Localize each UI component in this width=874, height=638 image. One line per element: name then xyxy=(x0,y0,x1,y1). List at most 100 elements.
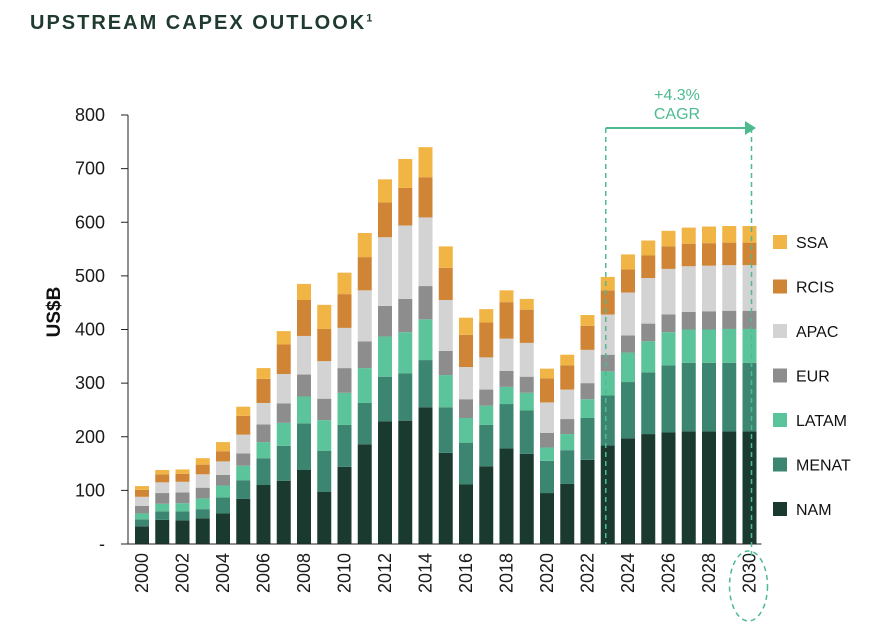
bar-eur-2024 xyxy=(621,335,635,353)
highlight-2030-ellipse xyxy=(728,550,769,622)
bar-rcis-2024 xyxy=(621,269,635,293)
bar-latam-2013 xyxy=(398,332,413,374)
bar-rcis-2001 xyxy=(155,474,170,483)
legend-swatch-nam xyxy=(773,502,787,516)
bar-nam-2018 xyxy=(499,448,514,544)
bar-rcis-2023 xyxy=(600,290,615,315)
bar-apac-2005 xyxy=(236,434,251,454)
x-tick-label: 2016 xyxy=(456,553,476,593)
legend: SSA RCIS APAC EUR LATAM MENAT NAM xyxy=(773,235,851,519)
bar-eur-2001 xyxy=(155,493,170,504)
bar-apac-2017 xyxy=(479,357,494,390)
bar-nam-2025 xyxy=(641,434,656,544)
bar-apac-2026 xyxy=(661,268,676,315)
bar-nam-2011 xyxy=(357,444,372,544)
bar-menat-2000 xyxy=(135,519,149,527)
bar-rcis-2006 xyxy=(256,378,271,403)
bar-ssa-2005 xyxy=(236,406,251,416)
bar-stack-2012 xyxy=(378,179,392,544)
x-tick-label: 2018 xyxy=(497,553,517,593)
bar-ssa-2002 xyxy=(175,469,190,474)
bar-menat-2030 xyxy=(742,362,757,432)
bar-stack-2027 xyxy=(681,227,696,544)
bar-menat-2015 xyxy=(438,407,453,453)
bar-nam-2024 xyxy=(621,438,635,544)
bar-eur-2023 xyxy=(600,354,615,372)
bar-menat-2028 xyxy=(702,362,716,432)
bar-nam-2004 xyxy=(216,513,230,544)
bar-ssa-2001 xyxy=(155,469,170,475)
bar-ssa-2029 xyxy=(722,226,737,243)
bar-eur-2019 xyxy=(519,376,534,393)
bar-rcis-2026 xyxy=(661,246,676,269)
bar-nam-2023 xyxy=(600,445,615,544)
legend-label-latam: LATAM xyxy=(796,413,847,430)
bar-ssa-2007 xyxy=(276,331,291,345)
bar-stack-2005 xyxy=(236,406,251,544)
bar-nam-2029 xyxy=(722,431,737,544)
bar-nam-2009 xyxy=(317,491,332,544)
bar-stack-2017 xyxy=(479,309,494,544)
bar-latam-2023 xyxy=(600,371,615,396)
bar-eur-2018 xyxy=(499,370,514,387)
x-tick-label: 2004 xyxy=(213,553,233,593)
bar-stack-2009 xyxy=(317,304,332,544)
bar-nam-2026 xyxy=(661,432,676,544)
bar-stack-2025 xyxy=(641,240,656,544)
bar-apac-2001 xyxy=(155,482,170,494)
bar-eur-2029 xyxy=(722,310,737,329)
bar-eur-2027 xyxy=(681,311,696,330)
legend-swatch-menat xyxy=(773,457,787,472)
bar-latam-2026 xyxy=(661,332,676,366)
legend-swatch-ssa xyxy=(773,235,787,249)
bar-apac-2030 xyxy=(742,265,757,311)
bar-apac-2007 xyxy=(276,374,291,404)
y-axis: - 100 200 300 400 500 600 700 800 US$B xyxy=(44,105,129,554)
chart-title: UPSTREAM CAPEX OUTLOOK1 xyxy=(30,12,372,35)
bar-rcis-2016 xyxy=(459,334,473,368)
bar-eur-2004 xyxy=(216,474,230,486)
bar-eur-2012 xyxy=(378,305,392,337)
bar-ssa-2019 xyxy=(519,298,534,310)
bar-rcis-2029 xyxy=(722,242,737,266)
bar-rcis-2025 xyxy=(641,255,656,279)
bar-latam-2015 xyxy=(438,375,453,408)
bar-apac-2009 xyxy=(317,361,332,399)
bar-stack-2026 xyxy=(661,230,676,544)
legend-label-ssa: SSA xyxy=(796,235,828,252)
bar-ssa-2006 xyxy=(256,368,271,379)
bar-nam-2017 xyxy=(479,466,494,544)
bar-eur-2015 xyxy=(438,350,453,376)
bar-nam-2001 xyxy=(155,519,170,544)
bar-stack-2016 xyxy=(459,317,473,544)
bar-ssa-2017 xyxy=(479,309,494,323)
bar-apac-2002 xyxy=(175,481,190,493)
bar-apac-2010 xyxy=(337,327,352,369)
legend-label-nam: NAM xyxy=(796,502,832,519)
bar-latam-2011 xyxy=(357,368,372,403)
bar-apac-2006 xyxy=(256,402,271,425)
bar-menat-2019 xyxy=(519,410,534,454)
legend-swatch-apac xyxy=(773,324,787,338)
bar-apac-2028 xyxy=(702,265,716,312)
legend-swatch-rcis xyxy=(773,279,787,294)
bar-eur-2021 xyxy=(560,419,575,435)
bar-ssa-2028 xyxy=(702,226,716,244)
bar-menat-2024 xyxy=(621,382,635,439)
bar-ssa-2003 xyxy=(195,458,210,465)
y-tick-label: 600 xyxy=(75,212,105,232)
bar-nam-2030 xyxy=(742,431,757,544)
x-tick-label: 2000 xyxy=(132,553,152,593)
x-tick-label: 2010 xyxy=(335,553,355,593)
bar-menat-2018 xyxy=(499,404,514,449)
x-tick-label: 2028 xyxy=(699,553,719,593)
x-tick-label: 2014 xyxy=(416,553,436,593)
bar-ssa-2026 xyxy=(661,230,676,247)
bar-apac-2004 xyxy=(216,461,230,475)
bar-ssa-2021 xyxy=(560,354,575,366)
bar-menat-2009 xyxy=(317,450,332,492)
bar-ssa-2008 xyxy=(297,283,311,301)
bar-apac-2019 xyxy=(519,342,534,377)
bar-nam-2012 xyxy=(378,421,392,544)
bar-eur-2026 xyxy=(661,314,676,333)
